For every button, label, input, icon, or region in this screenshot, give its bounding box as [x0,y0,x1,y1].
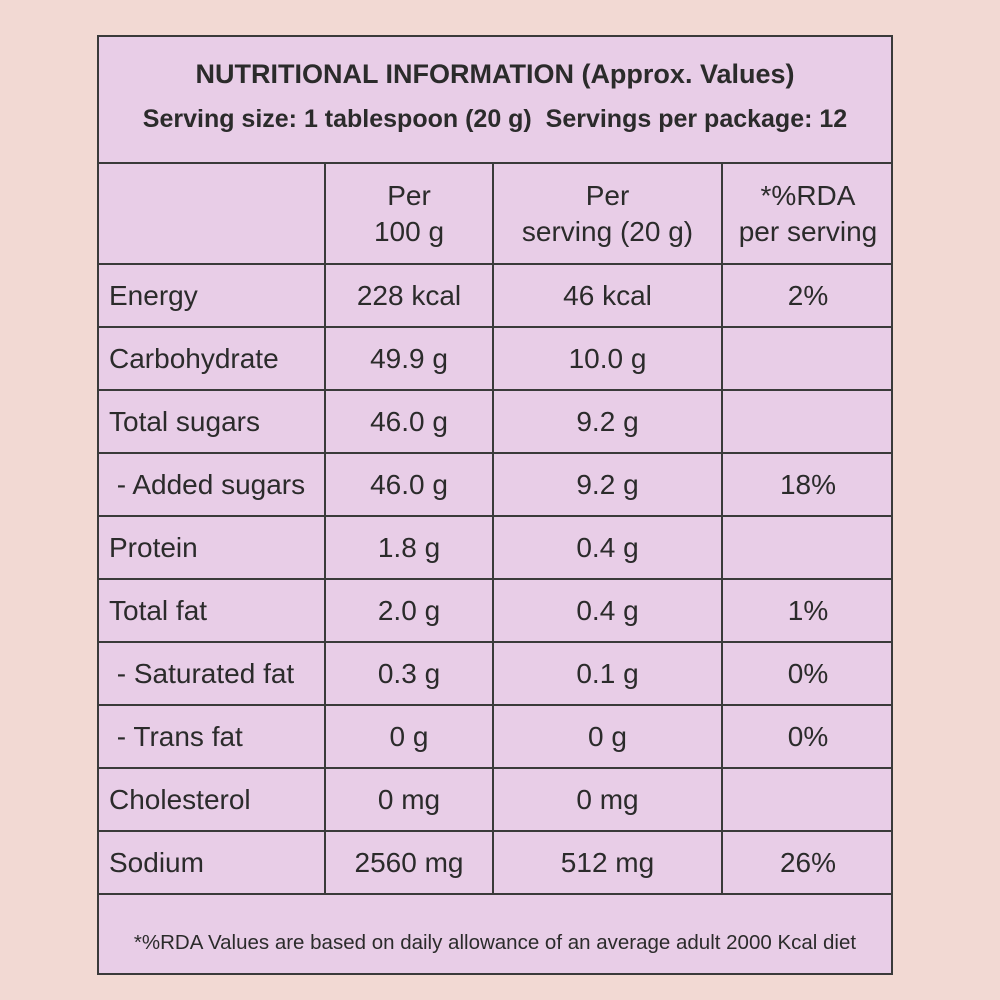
nutrient-name: Energy [97,263,326,328]
value-cell: 46.0 g [324,452,494,517]
header-line: Per [585,179,630,211]
nutrition-table: Per 100 g Per serving (20 g) *%RDA per servin… [97,162,893,895]
nutrient-row: Total fat 2.0 g 0.4 g 1% [97,578,893,643]
value-cell: 46.0 g [324,389,494,454]
nutrient-name: Total fat [97,578,326,643]
footnote: *%RDA Values are based on daily allowanc… [133,931,857,954]
value-cell: 0.4 g [492,578,723,643]
nutrient-name: Cholesterol [97,767,326,832]
value-cell: 0 g [492,704,723,769]
value-cell: 0 mg [324,767,494,832]
value-cell: 0 mg [492,767,723,832]
value-cell: 10.0 g [492,326,723,391]
value-cell: 228 kcal [324,263,494,328]
nutrient-name: Protein [97,515,326,580]
header-line: per serving [738,215,878,247]
value-cell: 26% [721,830,893,895]
header-line: Per [387,179,431,211]
label-title: NUTRITIONAL INFORMATION (Approx. Values) [195,59,795,89]
header-row: Per 100 g Per serving (20 g) *%RDA per servin… [97,162,893,265]
value-cell: 0.4 g [492,515,723,580]
header-cell: *%RDA per serving [721,162,893,265]
header-line: serving (20 g) [521,215,694,247]
value-cell: 0.3 g [324,641,494,706]
nutrient-row: Carbohydrate 49.9 g 10.0 g [97,326,893,391]
value-cell: 2560 mg [324,830,494,895]
nutrient-row: Cholesterol 0 mg 0 mg [97,767,893,832]
nutrient-row: Sodium 2560 mg 512 mg 26% [97,830,893,895]
value-cell: 2% [721,263,893,328]
nutrient-name: Carbohydrate [97,326,326,391]
value-cell [721,515,893,580]
value-cell: 9.2 g [492,389,723,454]
value-cell: 0% [721,704,893,769]
nutrient-name: Total sugars [97,389,326,454]
serving-info: Serving size: 1 tablespoon (20 g) Servin… [142,105,848,133]
nutrient-row: Total sugars 46.0 g 9.2 g [97,389,893,454]
value-cell [721,326,893,391]
nutrient-row: Protein 1.8 g 0.4 g [97,515,893,580]
header-cell [97,162,326,265]
nutrition-label: NUTRITIONAL INFORMATION (Approx. Values)… [97,35,893,975]
nutrient-row: Energy 228 kcal 46 kcal 2% [97,263,893,328]
value-cell: 512 mg [492,830,723,895]
value-cell: 2.0 g [324,578,494,643]
nutrient-row: - Added sugars 46.0 g 9.2 g 18% [97,452,893,517]
value-cell: 0.1 g [492,641,723,706]
value-cell: 1% [721,578,893,643]
nutrient-name: Sodium [97,830,326,895]
value-cell: 46 kcal [492,263,723,328]
header-cell: Per 100 g [324,162,494,265]
value-cell: 18% [721,452,893,517]
header-line: 100 g [373,215,445,247]
value-cell: 0 g [324,704,494,769]
header-line: *%RDA [760,179,856,211]
value-cell [721,767,893,832]
header-cell: Per serving (20 g) [492,162,723,265]
value-cell: 49.9 g [324,326,494,391]
value-cell [721,389,893,454]
nutrient-name: - Trans fat [97,704,326,769]
value-cell: 0% [721,641,893,706]
value-cell: 1.8 g [324,515,494,580]
nutrient-row: - Saturated fat 0.3 g 0.1 g 0% [97,641,893,706]
value-cell: 9.2 g [492,452,723,517]
nutrient-name: - Saturated fat [97,641,326,706]
nutrient-name: - Added sugars [97,452,326,517]
